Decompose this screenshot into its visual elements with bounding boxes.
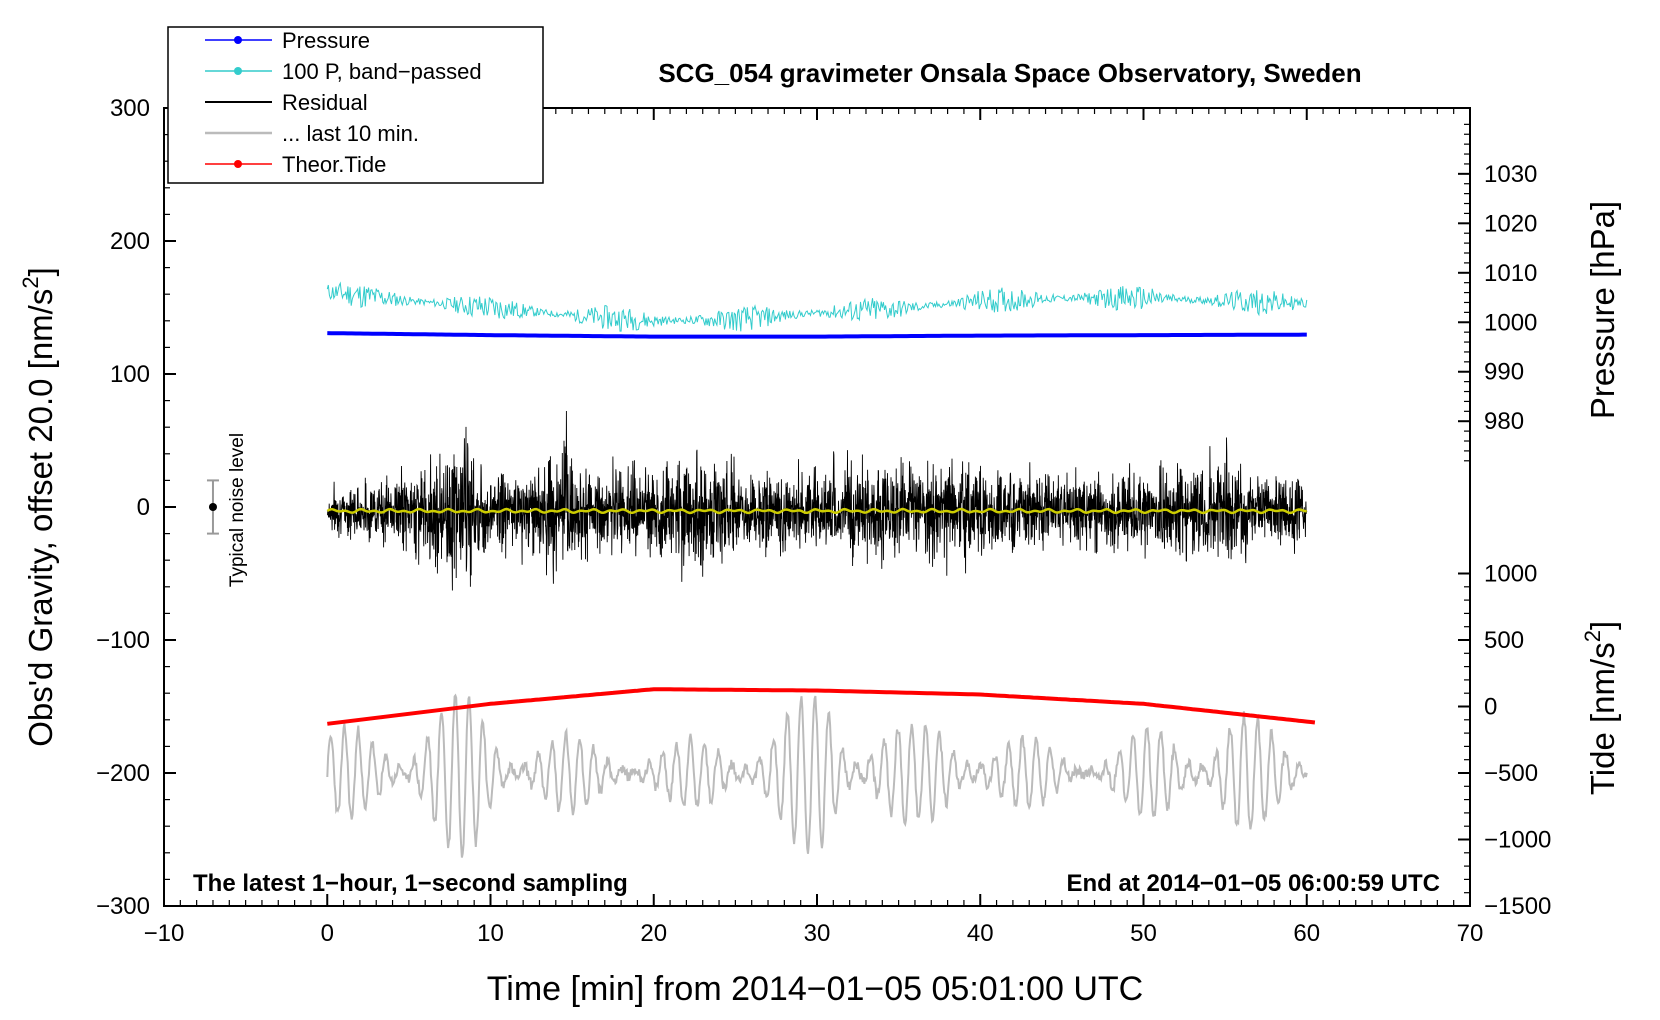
pressure-tick-label: 1000 xyxy=(1484,309,1537,336)
legend-label-tide: Theor.Tide xyxy=(282,152,386,177)
legend-label-pressure: Pressure xyxy=(282,28,370,53)
annotation-left: The latest 1−hour, 1−second sampling xyxy=(193,870,628,897)
series-residual-line xyxy=(326,410,1308,591)
noise-bar-dot xyxy=(208,503,217,511)
x-tick-label: 10 xyxy=(477,920,504,947)
pressure-tick-label: 1010 xyxy=(1484,260,1537,287)
y-tick-label: −100 xyxy=(96,627,150,654)
x-tick-label: −10 xyxy=(144,920,185,947)
noise-level-bar xyxy=(206,479,219,535)
tide-tick-label: 500 xyxy=(1484,627,1524,654)
chart-title: SCG_054 gravimeter Onsala Space Observat… xyxy=(658,58,1361,88)
legend-marker-bandpassed xyxy=(234,67,242,75)
pressure-tick-label: 980 xyxy=(1484,408,1524,435)
legend-entry-last10: ... last 10 min. xyxy=(205,121,419,146)
tide-tick-label: −500 xyxy=(1484,760,1538,787)
legend-entry-bandpassed: 100 P, band−passed xyxy=(205,59,482,84)
y-axis-label-main-text: Obs'd Gravity, offset 20.0 [nm/s xyxy=(22,289,59,747)
series-last-10-min-line xyxy=(326,693,1308,858)
legend-entry-tide: Theor.Tide xyxy=(205,152,386,177)
axes-layer: −10 0 10 20 30 40 50 60 703002001000−100−200−300… xyxy=(96,95,1551,947)
series-bandpassed-line xyxy=(326,281,1308,332)
legend-label-bandpassed: 100 P, band−passed xyxy=(282,59,482,84)
legend-label-last10: ... last 10 min. xyxy=(282,121,419,146)
series-residual-smoothed-line xyxy=(326,507,1307,515)
legend-box xyxy=(167,26,544,184)
legend-marker-pressure xyxy=(234,36,242,44)
y-axis-label-main-sup: 2 xyxy=(18,276,43,288)
legend: Pressure 100 P, band−passed Residual ...… xyxy=(167,26,544,184)
x-tick-label: 0 xyxy=(321,920,334,947)
legend-label-residual: Residual xyxy=(282,90,368,115)
legend-entry-residual: Residual xyxy=(205,90,368,115)
y-tick-label: 100 xyxy=(110,361,150,388)
x-tick-label: 50 xyxy=(1130,920,1157,947)
series-theor-tide-line xyxy=(327,687,1316,726)
tide-tick-label: 0 xyxy=(1484,694,1497,721)
x-axis-label: Time [min] from 2014−01−05 05:01:00 UTC xyxy=(487,970,1143,1008)
x-tick-label: 70 xyxy=(1457,920,1484,947)
noise-level-label: Typical noise level xyxy=(227,433,248,587)
y-axis-label-tide-text: Tide [nm/s xyxy=(1584,642,1621,795)
y-axis-label-tide-sup: 2 xyxy=(1580,630,1605,642)
y-axis-label-pressure: Pressure [hPa] xyxy=(1584,201,1621,419)
x-tick-label: 20 xyxy=(640,920,667,947)
series-pressure-line xyxy=(327,331,1307,339)
tide-tick-label: −1000 xyxy=(1484,827,1551,854)
pressure-tick-label: 990 xyxy=(1484,359,1524,386)
y-axis-label-tide: Tide [nm/s2] xyxy=(1580,621,1621,795)
legend-marker-tide xyxy=(234,160,242,168)
y-axis-label-main-close: ] xyxy=(22,267,59,276)
y-tick-label: 0 xyxy=(137,494,150,521)
y-axis-label-main: Obs'd Gravity, offset 20.0 [nm/s2] xyxy=(18,267,59,747)
y-tick-label: 200 xyxy=(110,228,150,255)
y-tick-label: −200 xyxy=(96,760,150,787)
legend-entry-pressure: Pressure xyxy=(205,28,370,53)
y-tick-label: 300 xyxy=(110,95,150,122)
pressure-tick-label: 1020 xyxy=(1484,210,1537,237)
y-tick-label: −300 xyxy=(96,893,150,920)
series-layer xyxy=(326,281,1316,858)
pressure-tick-label: 1030 xyxy=(1484,161,1537,188)
x-tick-label: 30 xyxy=(804,920,831,947)
tide-tick-label: 1000 xyxy=(1484,561,1537,588)
x-tick-label: 40 xyxy=(967,920,994,947)
annotation-right: End at 2014−01−05 06:00:59 UTC xyxy=(1066,870,1440,897)
y-axis-label-tide-close: ] xyxy=(1584,621,1621,630)
x-tick-label: 60 xyxy=(1293,920,1320,947)
tide-tick-label: −1500 xyxy=(1484,893,1551,920)
